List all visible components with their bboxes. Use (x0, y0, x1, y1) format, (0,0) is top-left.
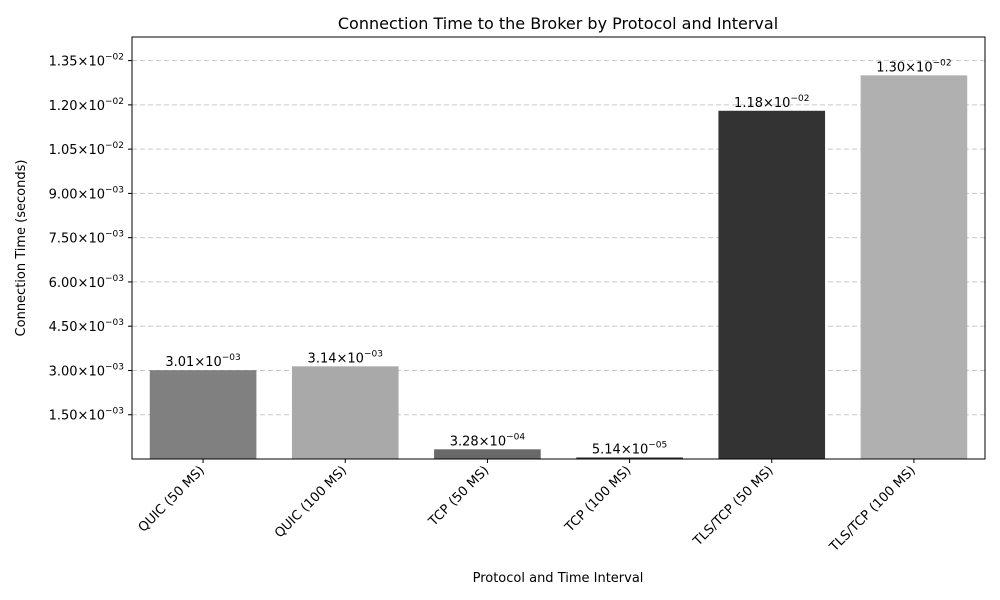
bar (718, 110, 826, 460)
bar-value-label: 1.30×10−02 (876, 58, 951, 75)
grid-layer (132, 60, 985, 416)
bar (860, 75, 968, 459)
y-axis-label: Connection Time (seconds) (14, 160, 29, 337)
y-axis-ticks: 1.50×10−03 3.00×10−03 4.50×10−03 6.00×10−03… (49, 53, 132, 424)
y-tick-label: 4.50×10−03 (49, 318, 124, 335)
y-tick-label: 1.05×10−02 (49, 141, 124, 158)
y-tick-label: 1.50×10−03 (49, 407, 124, 424)
x-axis-label: Protocol and Time Interval (473, 571, 644, 586)
bar-value-label: 5.14×10−05 (592, 440, 667, 457)
y-tick-label: 1.20×10−02 (49, 97, 124, 114)
x-tick-label: TLS/TCP (50 MS) (690, 463, 777, 550)
data-label-layer: 3.01×10−03 3.14×10−03 3.28×10−04 5.14×10−05… (165, 58, 951, 457)
x-tick-label: TLS/TCP (100 MS) (826, 463, 918, 555)
bar-value-label: 3.14×10−03 (308, 349, 383, 366)
bar-layer (149, 75, 968, 460)
x-tick-label: QUIC (50 MS) (136, 463, 208, 535)
bar (291, 366, 399, 459)
y-tick-label: 7.50×10−03 (49, 230, 124, 247)
y-tick-label: 3.00×10−03 (49, 362, 124, 379)
y-tick-label: 1.35×10−02 (49, 53, 124, 70)
plot-frame (131, 36, 986, 460)
x-tick-label: QUIC (100 MS) (272, 463, 350, 541)
bar-value-label: 3.01×10−03 (165, 353, 240, 370)
bar-value-label: 3.28×10−04 (450, 432, 526, 449)
bar-value-label: 1.18×10−02 (734, 94, 809, 111)
chart-title: Connection Time to the Broker by Protoco… (338, 14, 778, 33)
x-axis-ticks: QUIC (50 MS) QUIC (100 MS) TCP (50 MS) TCP … (136, 459, 919, 556)
y-tick-label: 9.00×10−03 (49, 185, 124, 202)
x-tick-label: TCP (50 MS) (425, 463, 492, 530)
bar (434, 449, 541, 459)
bar (576, 457, 683, 459)
bar (149, 370, 257, 459)
y-tick-label: 6.00×10−03 (49, 274, 124, 291)
x-tick-label: TCP (100 MS) (562, 463, 635, 536)
